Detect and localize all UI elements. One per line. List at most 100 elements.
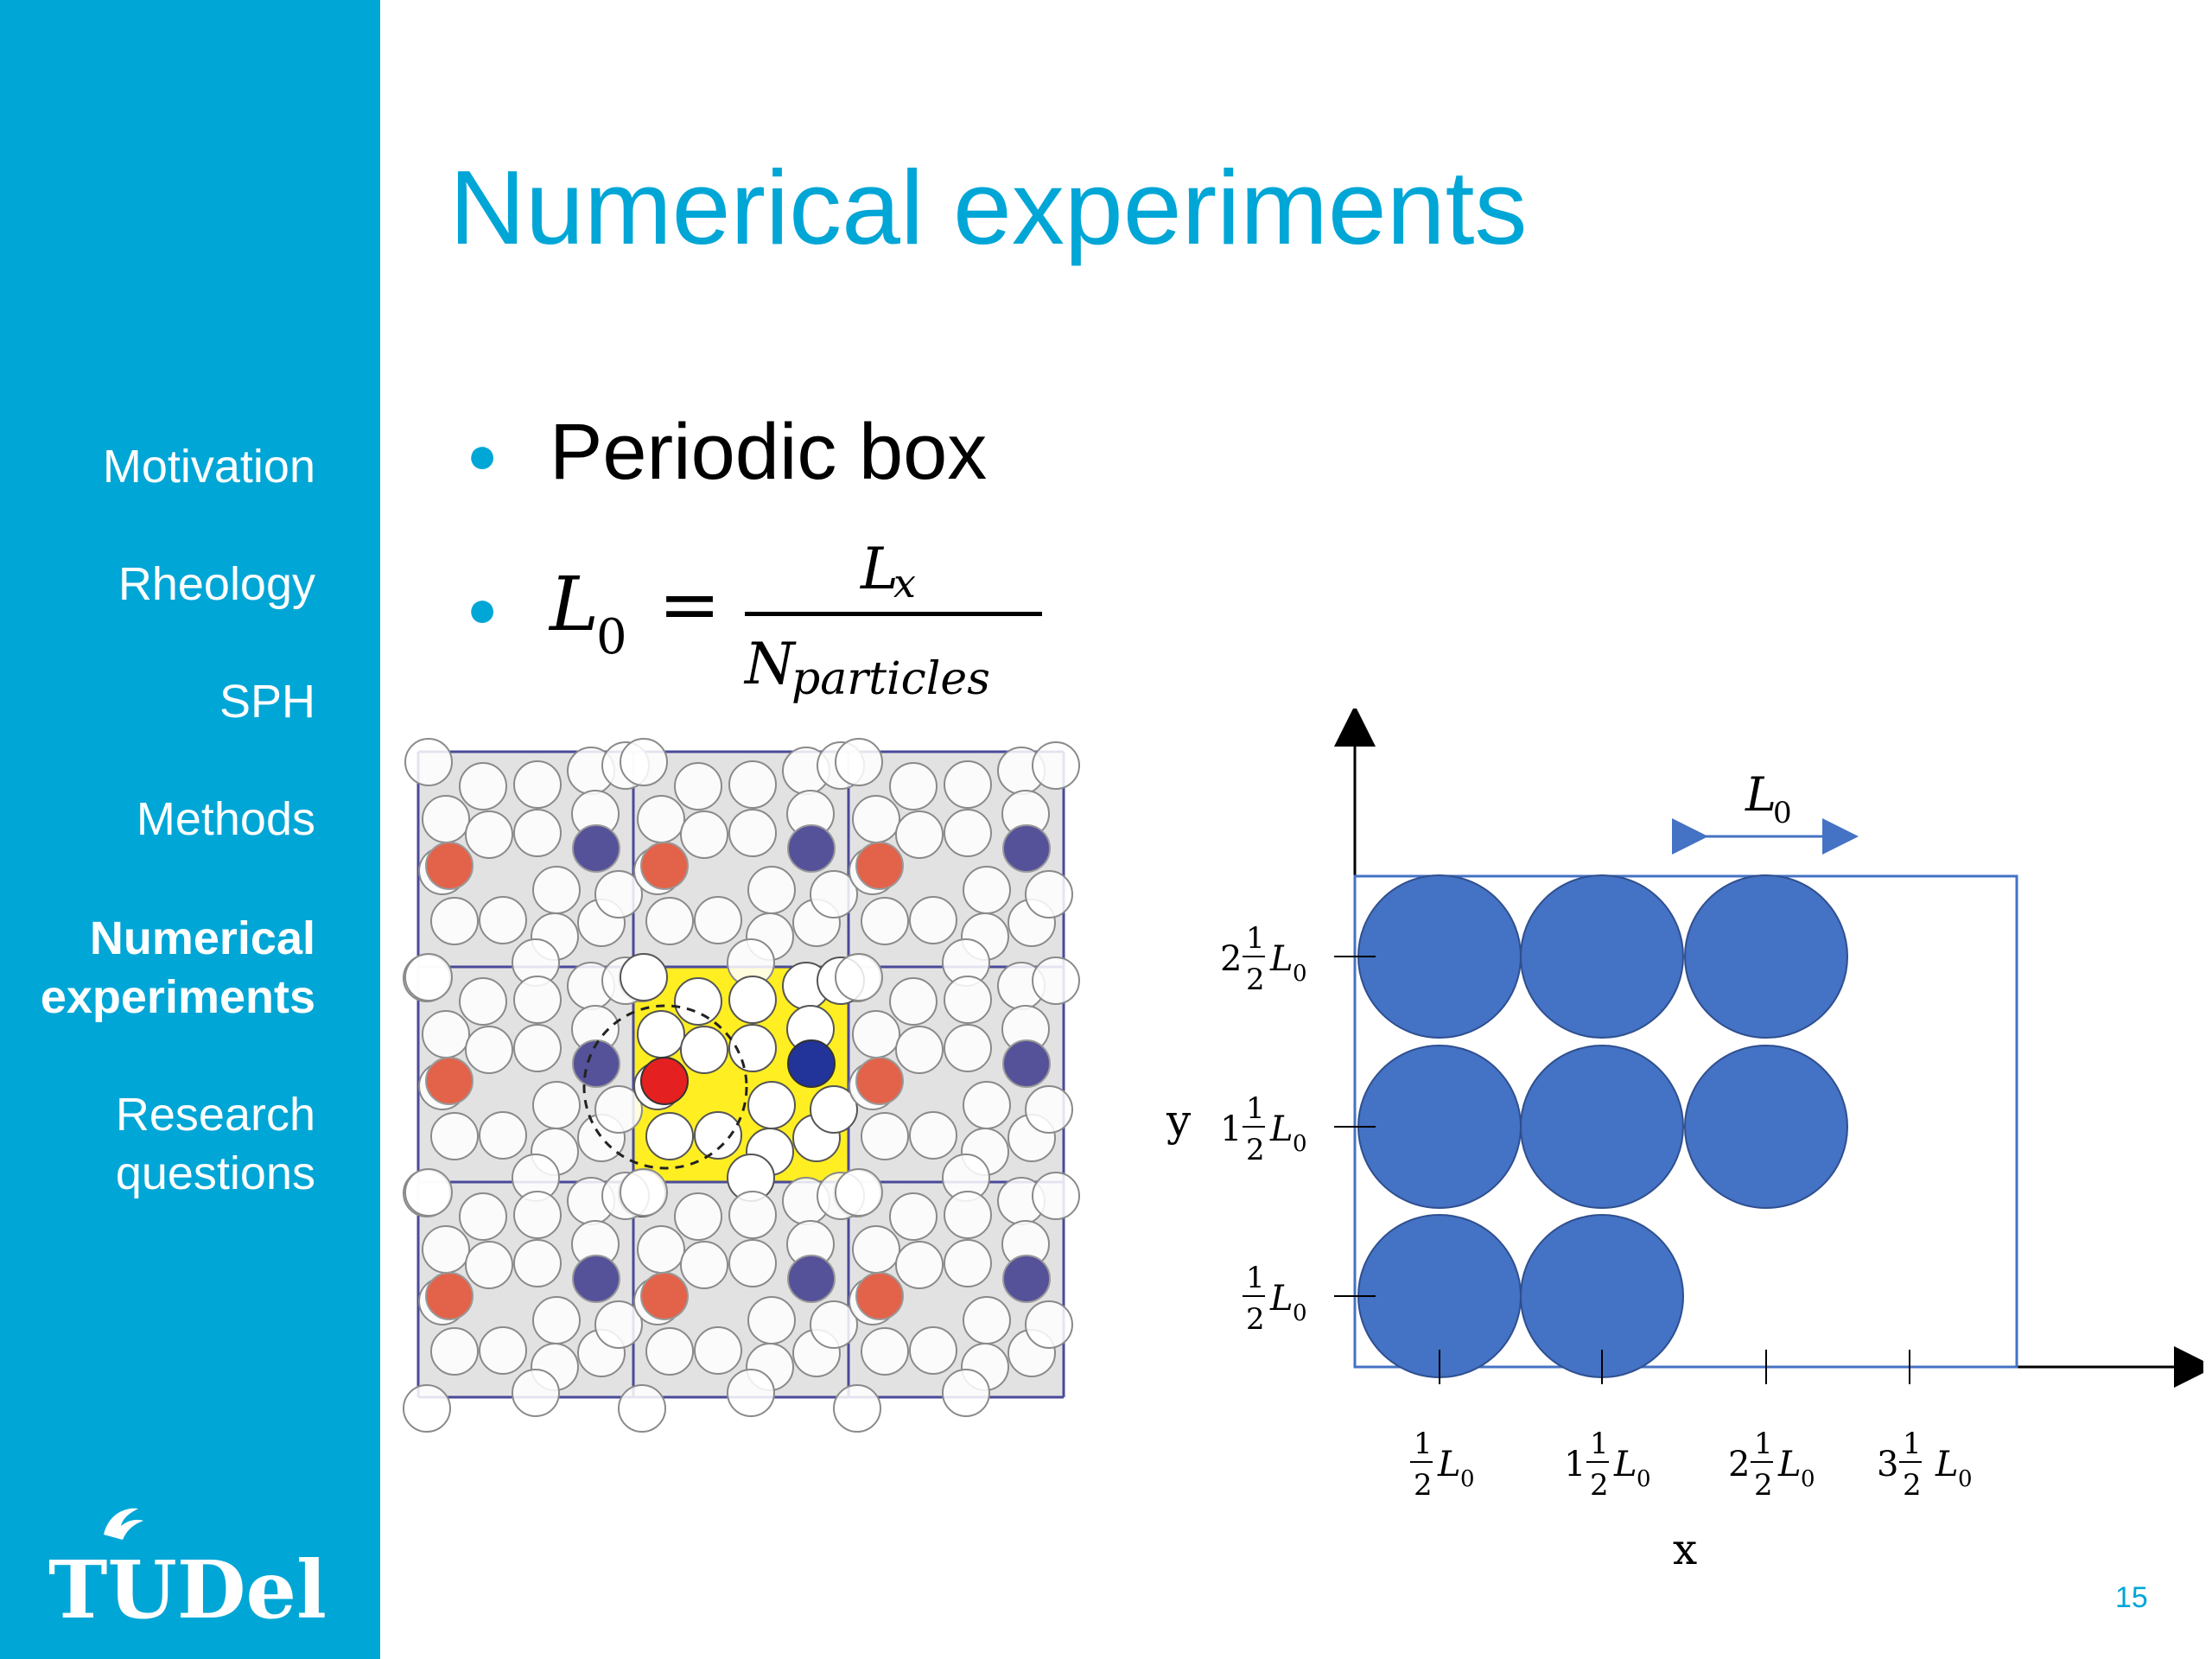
- nav-item-sph[interactable]: SPH: [219, 676, 315, 728]
- particle: [512, 1369, 560, 1417]
- nav-item-numerical-experiments[interactable]: Numerical experiments: [41, 909, 315, 1027]
- svg-text:L: L: [1613, 1445, 1637, 1484]
- nav-item-motivation[interactable]: Motivation: [102, 441, 315, 493]
- nav-item-rheology[interactable]: Rheology: [118, 558, 315, 610]
- particle: [1025, 1300, 1073, 1349]
- formula-lhs: L: [550, 562, 600, 648]
- svg-text:1: 1: [1590, 1427, 1609, 1461]
- particle: [532, 866, 581, 914]
- tracked-particle: [855, 1057, 904, 1105]
- particle: [403, 1384, 451, 1433]
- particle: [479, 896, 527, 944]
- bullet-dot: ●: [467, 580, 499, 638]
- x-tick-label: 2 1 2 L 0: [1728, 1427, 1815, 1503]
- particle: [963, 866, 1011, 914]
- particle: [637, 1010, 685, 1058]
- particle: [513, 1024, 562, 1072]
- particle: [944, 976, 992, 1024]
- particle: [889, 1192, 938, 1241]
- particle: [404, 1168, 453, 1217]
- particle: [513, 1191, 562, 1239]
- neighbor-particle: [572, 1255, 620, 1303]
- particle: [852, 795, 900, 843]
- svg-text:2: 2: [1246, 1302, 1265, 1337]
- svg-text:2: 2: [1220, 939, 1242, 979]
- neighbor-particle: [1002, 824, 1051, 873]
- tracked-particle: [425, 842, 474, 890]
- particle: [833, 1384, 881, 1433]
- particle: [620, 1168, 668, 1217]
- lattice-diagram: L 0 2 1 2 L 0 1 1 2 L 0 1 2 L 0 1 2 L 0: [1166, 709, 2203, 1574]
- svg-text:2: 2: [1903, 1468, 1922, 1503]
- particle: [645, 1112, 694, 1160]
- particle: [944, 809, 992, 857]
- svg-text:0: 0: [1293, 1300, 1307, 1326]
- x-tick-label: 1 1 2 L 0: [1564, 1427, 1651, 1503]
- particle: [909, 896, 957, 944]
- particle: [465, 810, 513, 859]
- particle: [459, 1192, 507, 1241]
- x-tick-label: 1 2 L 0: [1410, 1427, 1475, 1503]
- particle: [728, 760, 777, 809]
- lattice-particle: [1684, 874, 1848, 1039]
- particle: [694, 1326, 742, 1375]
- svg-text:1: 1: [1246, 1261, 1265, 1295]
- svg-text:0: 0: [1637, 1466, 1651, 1492]
- particle: [747, 1081, 796, 1129]
- neighbor-particle: [572, 1039, 620, 1088]
- tracked-particle: [640, 1057, 689, 1105]
- svg-text:1: 1: [1220, 1109, 1242, 1149]
- formula-numerator: L: [861, 536, 899, 602]
- lattice-particle: [1357, 1045, 1522, 1209]
- particle: [728, 1024, 777, 1072]
- periodic-box-diagram: [380, 717, 1123, 1434]
- particle: [620, 738, 668, 786]
- svg-text:3: 3: [1877, 1445, 1898, 1484]
- nav-item-research-questions[interactable]: Research questions: [116, 1085, 315, 1203]
- particle: [694, 896, 742, 944]
- svg-text:0: 0: [1293, 961, 1307, 987]
- particle: [810, 870, 858, 918]
- particle: [852, 1010, 900, 1058]
- particle: [728, 809, 777, 857]
- particle: [430, 1112, 479, 1160]
- bullet-periodic-box: Periodic box: [550, 408, 988, 496]
- particle: [944, 1024, 992, 1072]
- svg-text:1: 1: [1754, 1427, 1773, 1461]
- particle: [728, 1239, 777, 1287]
- particle: [942, 1369, 990, 1417]
- particle: [909, 1326, 957, 1375]
- lattice-particle: [1357, 874, 1522, 1039]
- neighbor-particle: [787, 1255, 836, 1303]
- svg-text:2: 2: [1754, 1468, 1773, 1503]
- particle: [1025, 1085, 1073, 1134]
- particle: [404, 738, 453, 786]
- neighbor-particle: [1002, 1255, 1051, 1303]
- sidebar: Motivation Rheology SPH Methods Numerica…: [0, 0, 380, 1659]
- particle: [852, 1225, 900, 1274]
- nav-item-methods[interactable]: Methods: [136, 793, 315, 845]
- fraction-bar: [745, 612, 1042, 616]
- particle: [674, 762, 722, 810]
- particle: [430, 897, 479, 945]
- svg-text:2: 2: [1728, 1445, 1750, 1484]
- svg-text:L: L: [1269, 939, 1294, 979]
- particle: [680, 810, 728, 859]
- particle: [694, 1111, 742, 1160]
- particle: [637, 1225, 685, 1274]
- svg-text:1: 1: [1903, 1427, 1922, 1461]
- slide-title: Numerical experiments: [449, 149, 1528, 266]
- particle: [645, 897, 694, 945]
- particle: [479, 1111, 527, 1160]
- kernel-support-circle: [582, 1004, 748, 1170]
- particle: [895, 1241, 944, 1289]
- svg-text:L: L: [1269, 1109, 1294, 1149]
- particle: [944, 760, 992, 809]
- svg-text:2: 2: [1590, 1468, 1609, 1503]
- particle: [944, 1191, 992, 1239]
- formula-equals: =: [658, 562, 721, 648]
- particle: [861, 1112, 909, 1160]
- nav-item-label-line2: questions: [115, 1147, 315, 1199]
- particle: [594, 1300, 643, 1349]
- particle: [889, 762, 938, 810]
